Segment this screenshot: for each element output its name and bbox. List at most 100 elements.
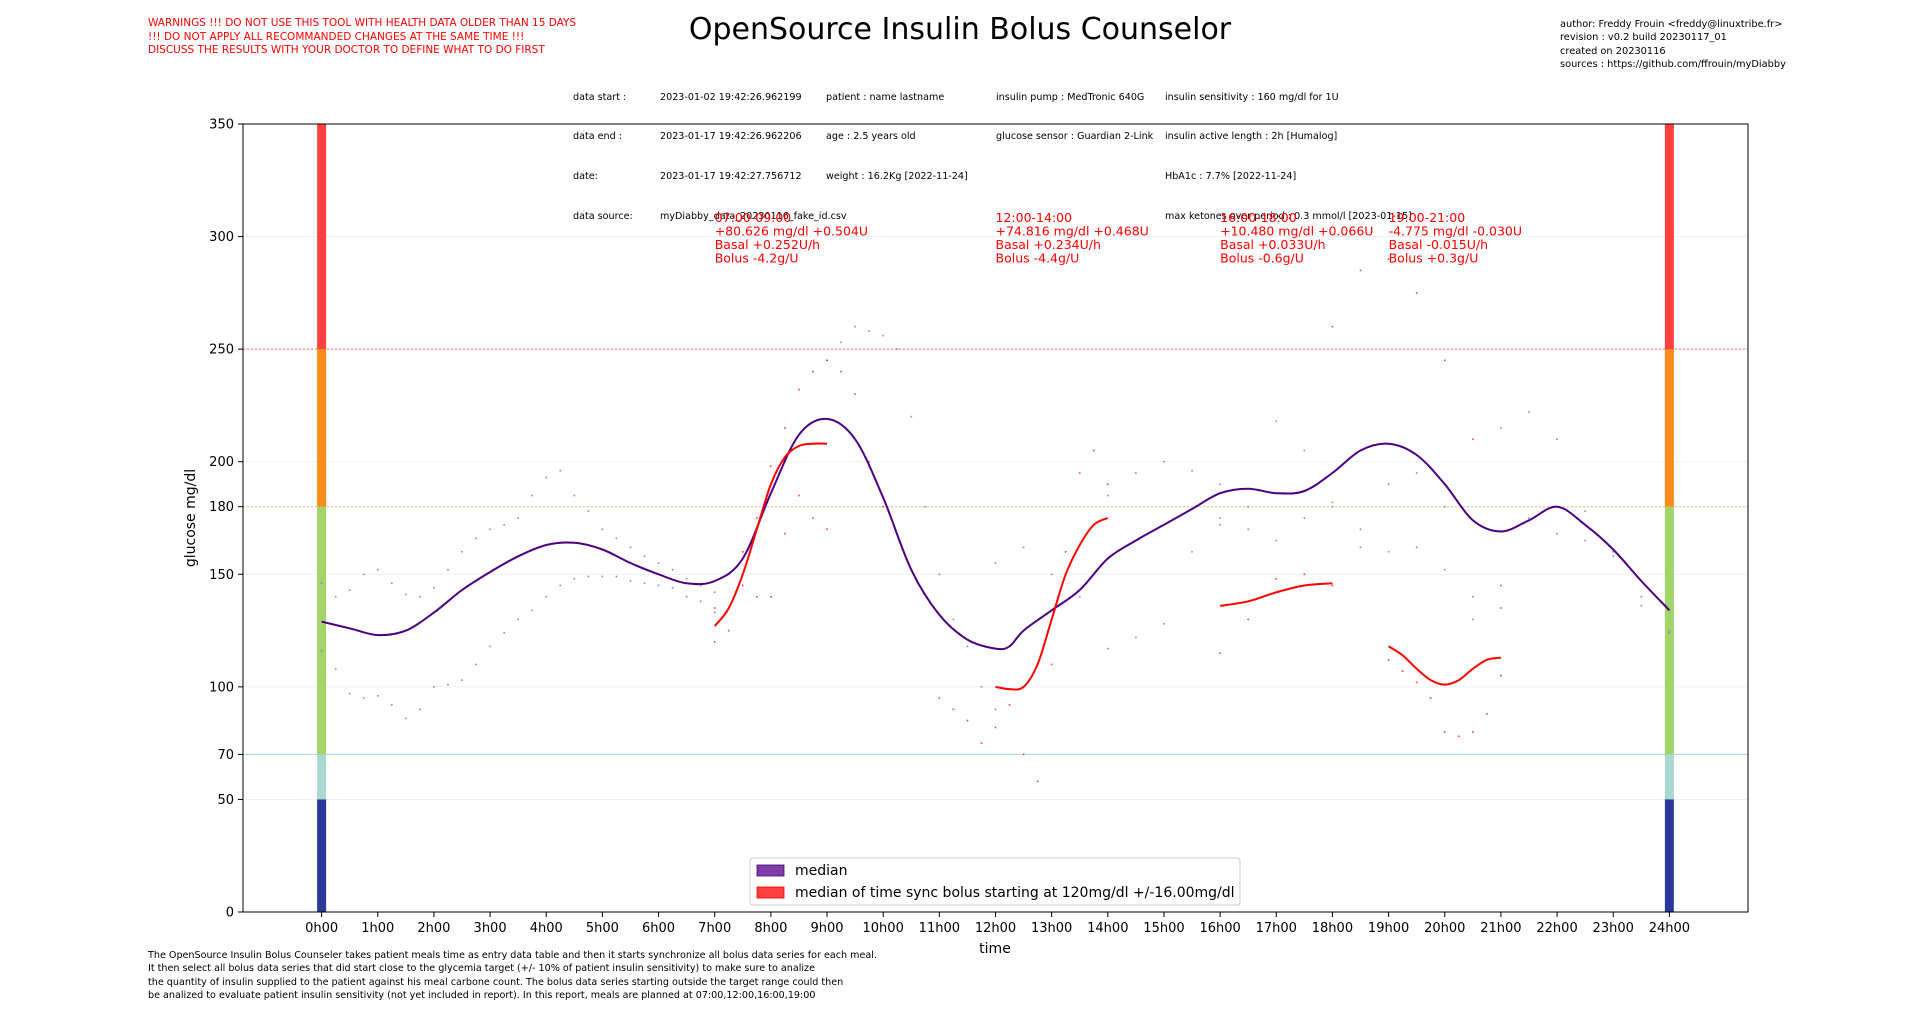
scatter-point-purple: [854, 325, 857, 328]
scatter-point-purple: [489, 645, 492, 648]
footer-line-4: be analized to evaluate patient insulin …: [148, 989, 816, 1001]
info-patient-name: patient : name lastname: [826, 91, 945, 103]
scatter-point-purple: [1331, 501, 1334, 504]
scatter-point-red: [1499, 584, 1502, 587]
warning-line-1: WARNINGS !!! DO NOT USE THIS TOOL WITH H…: [148, 17, 577, 29]
info-label-start: data start :: [573, 91, 627, 103]
y-tick-label: 0: [226, 906, 234, 921]
info-max-ketones: max ketones over period : 0.3 mmol/l [20…: [1165, 211, 1412, 223]
scatter-point-red: [966, 719, 969, 722]
scatter-point-red: [811, 517, 814, 519]
info-date-start: 2023-01-02 19:42:26.962199: [660, 91, 802, 103]
annotation-line: Basal -0.015U/h: [1389, 237, 1488, 252]
x-tick-label: 21h00: [1480, 921, 1521, 936]
x-tick-label: 22h00: [1536, 921, 1577, 936]
scatter-point-red: [1387, 658, 1390, 661]
scatter-point-red: [783, 426, 786, 429]
info-glucose-sensor: glucose sensor : Guardian 2-Link: [996, 131, 1154, 143]
annotation-line: Basal +0.252U/h: [715, 237, 820, 252]
sources-line: sources : https://github.com/ffrouin/myD…: [1560, 58, 1786, 70]
median-line: [321, 417, 1671, 651]
scatter-point-purple: [1359, 546, 1362, 549]
scatter-point-purple: [461, 679, 464, 682]
bolus-median-line-1: [713, 442, 828, 627]
scatter-point-purple: [503, 631, 506, 634]
scatter-point-purple: [1359, 528, 1362, 531]
scatter-point-purple: [404, 717, 407, 720]
y-tick-label: 350: [209, 118, 234, 133]
x-tick-label: 17h00: [1256, 921, 1297, 936]
scatter-point-purple: [1219, 483, 1222, 486]
scatter-point-purple: [643, 582, 646, 585]
annotation-line: Basal +0.234U/h: [996, 237, 1101, 252]
x-tick-label: 24h00: [1649, 921, 1690, 936]
scatter-point-red: [1275, 577, 1278, 580]
bolus-median-line-2: [995, 517, 1109, 691]
scatter-point-purple: [545, 595, 548, 598]
info-data-source: myDiabby_data_20230116_fake_id.csv: [660, 211, 847, 223]
scatter-point-purple: [629, 580, 632, 583]
footer-description: The OpenSource Insulin Bolus Counseler t…: [148, 949, 877, 1002]
x-tick-label: 3h00: [474, 921, 507, 936]
scatter-point-purple: [1527, 517, 1530, 519]
info-insulin-sensitivity: insulin sensitivity : 160 mg/dl for 1U: [1165, 91, 1339, 103]
revision-line: revision : v0.2 build 20230117_01: [1560, 32, 1727, 44]
scatter-point-red: [952, 708, 955, 711]
scatter-point-purple: [475, 663, 478, 666]
scatter-point-red: [1331, 584, 1334, 587]
info-label-date: date:: [573, 171, 598, 183]
range-band-0h-250: [317, 124, 327, 350]
x-tick-label: 8h00: [754, 921, 787, 936]
scatter-point-purple: [1106, 647, 1109, 650]
scatter-point-purple: [994, 562, 997, 565]
info-label-source: data source:: [573, 211, 633, 223]
scatter-point-red: [797, 494, 800, 497]
scatter-point-red: [797, 388, 800, 391]
scatter-point-purple: [1050, 573, 1053, 576]
scatter-point-purple: [657, 562, 660, 565]
x-tick-label: 23h00: [1593, 921, 1634, 936]
scatter-point-red: [1457, 735, 1460, 738]
created-line: created on 20230116: [1560, 45, 1666, 57]
y-tick-label: 70: [217, 748, 234, 763]
scatter-point-purple: [587, 575, 590, 578]
info-devices: insulin pump : MedTronic 640G glucose se…: [996, 64, 1153, 157]
range-band-24h-180: [1664, 349, 1674, 507]
scatter-point-purple: [1668, 631, 1671, 634]
info-labels: data start : data end : date: data sourc…: [573, 64, 633, 237]
annotation-line: Basal +0.033U/h: [1220, 237, 1325, 252]
x-tick-label: 20h00: [1424, 921, 1465, 936]
info-label-end: data end :: [573, 131, 623, 143]
scatter-point-purple: [376, 568, 379, 571]
x-tick-label: 12h00: [975, 921, 1016, 936]
scatter-point-red: [755, 595, 758, 598]
scatter-point-purple: [615, 537, 618, 540]
scatter-point-red: [1219, 652, 1222, 655]
scatter-point-purple: [475, 537, 478, 540]
x-tick-label: 7h00: [698, 921, 731, 936]
scatter-point-red: [727, 629, 730, 632]
x-tick-label: 9h00: [810, 921, 843, 936]
info-date-end: 2023-01-17 19:42:26.962206: [660, 131, 802, 143]
scatter-point-red: [1443, 730, 1446, 733]
annotation-4: 19:00-21:00 -4.775 mg/dl -0.030U Basal -0.…: [1389, 210, 1522, 266]
info-insulin-pump: insulin pump : MedTronic 640G: [996, 91, 1145, 103]
x-axis-label: time: [979, 941, 1011, 957]
scatter-point-purple: [1303, 449, 1306, 452]
scatter-point-purple: [966, 645, 969, 648]
annotation-line: 19:00-21:00: [1389, 210, 1466, 225]
annotation-2: 12:00-14:00 +74.816 mg/dl +0.468U Basal +0…: [996, 210, 1149, 266]
scatter-point-red: [1008, 703, 1011, 706]
legend-label-median: median: [795, 863, 847, 879]
scatter-point-red: [1022, 753, 1025, 756]
x-tick-label: 5h00: [586, 921, 619, 936]
scatter-point-purple: [840, 341, 843, 344]
scatter-point-red: [1471, 438, 1474, 441]
axes: 0 50 70 100 150 180 200 250 300 350 0h00 1h00 2h00 3h…: [209, 118, 1690, 937]
x-tick-label: 4h00: [530, 921, 563, 936]
scatter-point-red: [1499, 674, 1502, 677]
scatter-point-red: [741, 584, 744, 587]
y-tick-label: 150: [209, 568, 234, 583]
scatter-point-purple: [1668, 629, 1671, 632]
